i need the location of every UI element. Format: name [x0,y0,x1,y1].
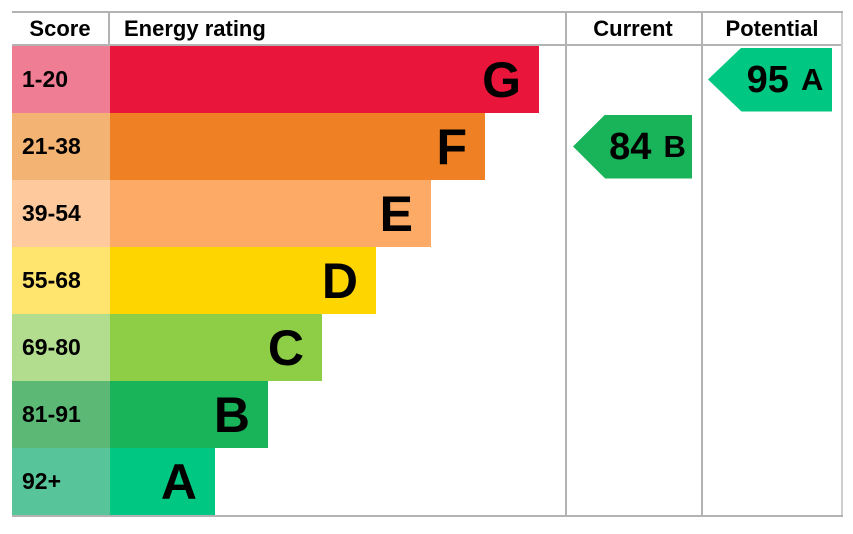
band-rating-bar: G [110,46,539,113]
header-potential: Potential [701,13,843,44]
band-score-cell: 81-91 [12,381,110,448]
band-score-cell: 69-80 [12,314,110,381]
current-rating-value: 84 [609,125,652,168]
band-letter: G [482,51,521,108]
band-score-cell: 55-68 [12,247,110,314]
band-score-range: 92+ [22,468,62,494]
current-column-divider [565,13,567,515]
band-row: 39-54 E [12,180,843,247]
band-letter: D [321,252,358,309]
header-potential-label: Potential [725,15,819,41]
potential-rating-band: A [800,62,824,97]
band-rating-bar: C [110,314,322,381]
band-row: 1-20 G [12,46,843,113]
band-rating-bar: A [110,448,215,515]
band-letter: C [267,319,304,376]
band-score-range: 21-38 [22,133,81,159]
band-rows: 1-20 G 21-38 F 39-54 E 55-68 D 69-80 C [12,46,843,515]
band-row: 81-91 B [12,381,843,448]
band-row: 92+ A [12,448,843,515]
band-letter: F [436,118,467,175]
potential-rating-value: 95 [746,58,789,101]
band-score-range: 1-20 [22,66,69,92]
band-row: 55-68 D [12,247,843,314]
band-score-cell: 1-20 [12,46,110,113]
band-rating-bar: F [110,113,485,180]
chart-header-row: Score Energy rating Current Potential [12,13,843,46]
band-row: 69-80 C [12,314,843,381]
band-score-range: 39-54 [22,200,81,226]
current-rating-band: B [663,129,686,164]
header-score-label: Score [29,15,91,41]
band-score-range: 81-91 [22,401,81,427]
epc-rating-chart: Score Energy rating Current Potential 1-… [12,11,843,517]
header-energy-rating-label: Energy rating [124,15,266,41]
band-score-range: 55-68 [22,267,81,293]
band-score-cell: 39-54 [12,180,110,247]
chart-right-border [841,13,843,515]
potential-column-divider [701,13,703,515]
band-score-cell: 21-38 [12,113,110,180]
band-score-range: 69-80 [22,334,81,360]
header-current-label: Current [593,15,673,41]
header-current: Current [565,13,701,44]
band-letter: A [160,453,197,510]
band-letter: E [379,185,413,242]
band-rating-bar: B [110,381,268,448]
header-energy-rating: Energy rating [110,13,565,44]
band-rating-bar: D [110,247,376,314]
header-score: Score [12,13,110,44]
band-row: 21-38 F [12,113,843,180]
band-letter: B [213,386,250,443]
band-score-cell: 92+ [12,448,110,515]
band-rating-bar: E [110,180,431,247]
